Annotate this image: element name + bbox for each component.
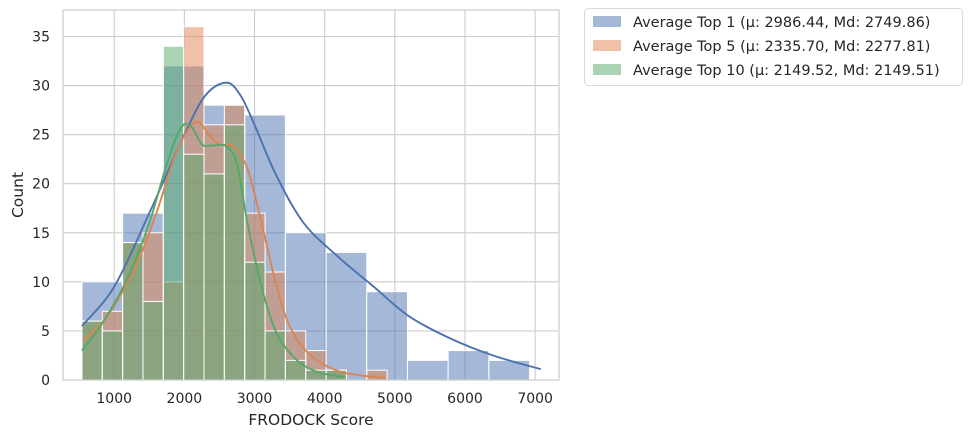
x-tick-labels: 1000 2000 3000 4000 5000 6000 7000 xyxy=(96,391,553,407)
histogram-bar xyxy=(142,300,164,381)
x-tick-label: 7000 xyxy=(517,391,553,407)
legend-label: Average Top 5 (μ: 2335.70, Md: 2277.81) xyxy=(633,39,930,55)
series-3-kde-line xyxy=(81,122,345,378)
legend-box xyxy=(584,8,963,86)
series-2-kde-line xyxy=(82,120,387,379)
histogram-bar xyxy=(101,330,124,381)
histogram-bar xyxy=(244,261,266,381)
legend: Average Top 1 (μ: 2986.44, Md: 2749.86) A… xyxy=(584,8,963,86)
histogram-bar xyxy=(447,350,490,381)
histogram-bar xyxy=(81,320,103,381)
histogram-bar xyxy=(183,153,205,381)
x-tick-label: 3000 xyxy=(237,391,273,407)
y-tick-labels: 0 5 10 15 20 25 30 35 xyxy=(32,29,50,389)
histogram-bar xyxy=(162,45,185,381)
histogram-bar xyxy=(406,359,449,381)
x-tick-label: 6000 xyxy=(447,391,483,407)
y-tick-label: 35 xyxy=(32,29,50,45)
legend-swatch xyxy=(593,64,621,75)
kde-curves xyxy=(81,81,542,379)
histogram-bar xyxy=(488,359,531,381)
legend-swatch xyxy=(593,16,621,27)
histogram-bar xyxy=(203,173,225,381)
y-tick-label: 5 xyxy=(41,324,50,340)
legend-label: Average Top 1 (μ: 2986.44, Md: 2749.86) xyxy=(633,15,930,31)
y-axis-label: Count xyxy=(9,172,27,218)
y-tick-label: 30 xyxy=(32,79,50,95)
x-tick-label: 4000 xyxy=(307,391,343,407)
plot-frame xyxy=(62,9,560,381)
histogram-bar xyxy=(223,124,246,381)
histogram-bar xyxy=(264,330,286,381)
y-tick-label: 25 xyxy=(32,128,50,144)
x-axis-label: FRODOCK Score xyxy=(248,411,373,429)
legend-swatch xyxy=(593,40,621,51)
histogram-bars xyxy=(81,26,531,381)
legend-label: Average Top 10 (μ: 2149.52, Md: 2149.51) xyxy=(633,63,940,79)
y-tick-label: 10 xyxy=(32,275,50,291)
y-tick-label: 20 xyxy=(32,177,50,193)
x-tick-label: 5000 xyxy=(377,391,413,407)
y-tick-label: 0 xyxy=(41,373,50,389)
y-tick-label: 15 xyxy=(32,226,50,242)
histogram-bar xyxy=(284,359,307,381)
x-tick-label: 2000 xyxy=(167,391,203,407)
x-tick-label: 1000 xyxy=(96,391,132,407)
histogram-bar xyxy=(366,291,408,381)
histogram-bar xyxy=(325,251,368,381)
